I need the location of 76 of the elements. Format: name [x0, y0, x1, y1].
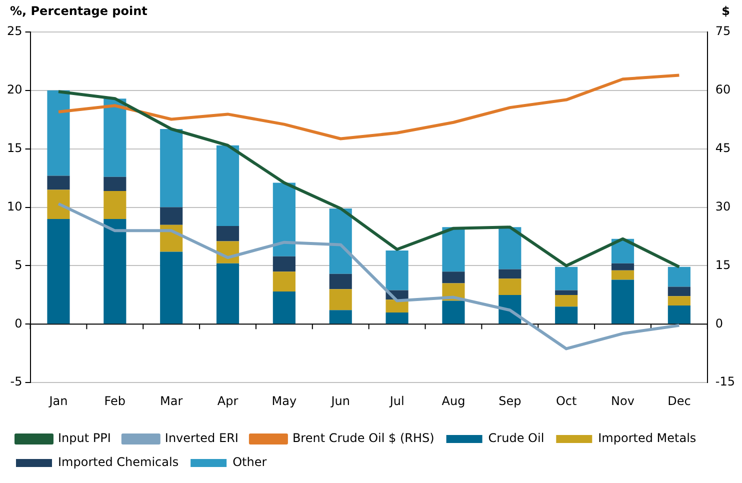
bar — [47, 218, 70, 324]
bar — [442, 272, 465, 284]
bar — [47, 90, 70, 176]
bar — [47, 190, 70, 219]
x-tick-label: Jun — [330, 394, 350, 408]
bar — [104, 218, 126, 324]
legend-label: Brent Crude Oil $ (RHS) — [292, 431, 434, 446]
bar — [555, 290, 578, 295]
bar — [272, 182, 296, 256]
bar — [611, 270, 634, 280]
bar — [104, 98, 126, 177]
legend-label: Inverted ERI — [164, 431, 238, 446]
bar — [668, 305, 690, 324]
bar — [216, 263, 240, 324]
legend-label: Imported Metals — [598, 431, 696, 446]
x-tick-label: Apr — [217, 394, 238, 408]
bar — [555, 266, 578, 290]
y-tick-label: 10 — [6, 199, 22, 214]
y2-tick-label: 45 — [715, 140, 731, 155]
bar — [272, 291, 296, 324]
bar — [272, 256, 296, 272]
bar — [104, 176, 126, 191]
x-tick-label: Dec — [668, 394, 691, 408]
bar — [329, 208, 352, 274]
bar — [668, 266, 690, 287]
y-tick-label: 20 — [6, 82, 22, 97]
y2-tick-label: 75 — [715, 24, 731, 38]
legend-label: Imported Chemicals — [58, 455, 179, 470]
legend-label: Other — [232, 455, 267, 470]
legend-label: Crude Oil — [488, 431, 544, 446]
bar — [386, 312, 408, 324]
y-tick-label: 25 — [6, 24, 22, 38]
x-tick-label: Jan — [48, 394, 68, 408]
bar — [329, 310, 352, 324]
x-tick-label: Nov — [611, 394, 634, 408]
bar — [160, 129, 183, 208]
bar — [668, 286, 690, 296]
legend-label: Input PPI — [58, 431, 111, 446]
bar — [329, 274, 352, 290]
y-tick-label: 15 — [6, 140, 22, 155]
y2-axis-title: $ — [722, 4, 730, 18]
y-axis-title: %, Percentage point — [10, 4, 148, 18]
x-tick-label: Mar — [160, 394, 183, 408]
y-tick-label: 5 — [14, 258, 22, 272]
y-tick-label: -5 — [10, 374, 22, 389]
bar — [160, 207, 183, 225]
bar — [555, 294, 578, 307]
x-tick-label: May — [272, 394, 297, 408]
bar — [611, 263, 634, 270]
x-tick-label: Jul — [388, 394, 404, 408]
x-tick-label: Feb — [104, 394, 126, 408]
bar — [216, 145, 240, 226]
bar — [498, 269, 522, 279]
bar — [442, 227, 465, 272]
x-tick-label: Aug — [442, 394, 466, 408]
bar — [611, 280, 634, 324]
bar — [160, 252, 183, 324]
x-tick-label: Oct — [556, 394, 577, 408]
x-tick-label: Sep — [498, 394, 522, 408]
bar — [668, 296, 690, 306]
bar — [498, 227, 522, 270]
y2-tick-label: -15 — [715, 374, 736, 389]
bar — [329, 289, 352, 310]
bar — [104, 190, 126, 219]
y2-tick-label: 30 — [715, 199, 731, 214]
bar — [442, 300, 465, 324]
bar — [272, 272, 296, 292]
bar — [555, 306, 578, 324]
bar — [216, 226, 240, 242]
y2-tick-label: 60 — [715, 82, 731, 97]
y2-tick-label: 0 — [715, 316, 724, 330]
y-tick-label: 0 — [14, 316, 22, 330]
y2-tick-label: 15 — [715, 258, 731, 272]
bar — [498, 278, 522, 295]
bar — [386, 250, 408, 290]
bar — [47, 176, 70, 190]
